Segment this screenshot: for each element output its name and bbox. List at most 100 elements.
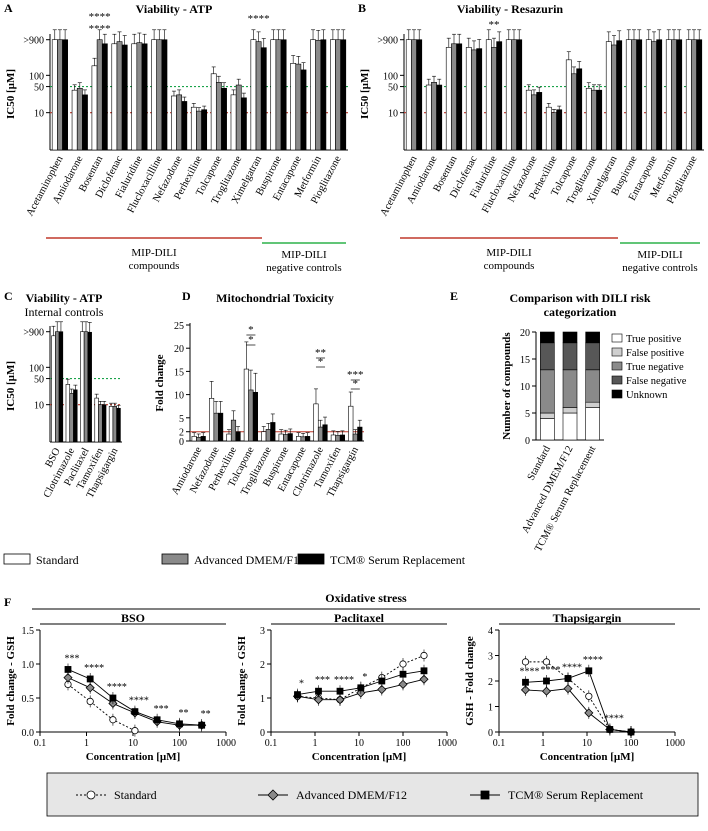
y-tick-label: 1.0 <box>22 660 35 671</box>
bar <box>611 44 617 151</box>
x-axis-label: Concentration [µM] <box>86 751 181 763</box>
data-point <box>131 708 139 715</box>
bar <box>425 84 432 151</box>
bar <box>243 368 249 442</box>
data-point <box>542 658 551 666</box>
bar <box>218 412 224 442</box>
bar <box>456 43 463 151</box>
bar <box>651 41 657 151</box>
bar <box>260 47 267 151</box>
data-point <box>313 695 324 705</box>
x-tick-label: 1000 <box>665 738 685 749</box>
bar <box>250 39 257 151</box>
y-tick-label: 50 <box>388 83 398 94</box>
stacked-segment <box>562 342 578 371</box>
y-tick-label: 50 <box>34 83 44 94</box>
panel-letter: B <box>358 1 366 15</box>
bar <box>287 433 293 442</box>
legend-label: TCM® Serum Replacement <box>330 553 466 567</box>
bar <box>511 39 517 151</box>
bar <box>665 39 672 151</box>
bar <box>631 39 637 151</box>
panel-letter: A <box>4 1 13 15</box>
y-tick-label: 20 <box>520 328 530 339</box>
stacked-segment <box>540 342 555 371</box>
bar <box>300 436 306 442</box>
bar <box>83 331 89 443</box>
bar <box>71 89 78 151</box>
data-point <box>85 683 95 693</box>
legend-label: True positive <box>626 334 682 345</box>
group-label: MIP-DILI <box>131 247 177 259</box>
bar <box>411 39 417 151</box>
y-tick-label: 0 <box>488 728 493 739</box>
legend-marker <box>86 790 96 800</box>
bar <box>505 39 512 151</box>
bar <box>491 47 497 151</box>
legend-marker <box>480 790 490 800</box>
bar <box>196 436 202 442</box>
bar <box>200 436 206 442</box>
bar <box>136 42 143 151</box>
y-tick-label: 15 <box>174 367 184 378</box>
bar <box>691 39 697 151</box>
bar <box>230 419 237 442</box>
bar <box>465 47 472 151</box>
y-tick-label: 10 <box>34 401 44 412</box>
stacked-segment <box>540 412 555 419</box>
bar <box>111 43 118 151</box>
bar <box>141 43 148 151</box>
legend-swatch <box>611 361 623 371</box>
y-axis-label: IC50 [µM] <box>5 69 17 119</box>
significance-label: **** <box>583 655 603 666</box>
data-point <box>420 651 428 660</box>
bar <box>116 407 121 443</box>
panel-title: Viability - Resazurin <box>457 2 564 16</box>
bar <box>330 434 336 442</box>
bar <box>101 404 107 443</box>
y-tick-label: 2 <box>488 677 493 688</box>
x-tick-label: 10 <box>128 738 138 749</box>
bar <box>625 39 632 151</box>
significance-label: **** <box>604 713 624 724</box>
bar <box>556 109 563 151</box>
y-tick-label: 5 <box>179 414 184 425</box>
bar <box>201 109 208 151</box>
bar <box>645 39 652 151</box>
bar <box>112 406 117 443</box>
bar <box>596 89 603 151</box>
significance-label: **** <box>89 23 111 35</box>
bar <box>348 405 354 442</box>
bar <box>65 384 71 443</box>
bar <box>290 63 297 151</box>
y-tick-label: 5 <box>525 409 530 420</box>
data-point <box>606 726 614 733</box>
y-tick-label: 2 <box>260 660 265 671</box>
bar <box>616 40 623 151</box>
bar <box>451 43 457 151</box>
significance-label: **** <box>107 682 127 693</box>
y-tick-label: 0.0 <box>22 728 35 739</box>
group-label: MIP-DILI <box>637 249 683 261</box>
significance-label: ** <box>179 708 189 719</box>
bar <box>416 39 423 151</box>
bar <box>131 43 138 151</box>
legend-label: Standard <box>36 553 79 567</box>
panel-title: Viability - ATP <box>26 291 103 305</box>
bar <box>181 101 188 151</box>
data-point <box>522 678 529 686</box>
data-point <box>86 675 94 683</box>
stacked-segment <box>562 331 578 344</box>
bar <box>676 39 683 151</box>
stacked-segment <box>585 407 600 441</box>
bar <box>605 41 612 151</box>
x-tick-label: 0.1 <box>265 738 278 749</box>
legend-swatch <box>611 347 623 357</box>
bar <box>476 48 483 151</box>
bar <box>108 406 114 443</box>
bar <box>335 435 341 442</box>
x-tick-label: 100 <box>624 738 639 749</box>
y-tick-label: 100 <box>29 363 44 374</box>
y-tick-label: 3 <box>488 652 493 663</box>
data-point <box>63 673 73 683</box>
